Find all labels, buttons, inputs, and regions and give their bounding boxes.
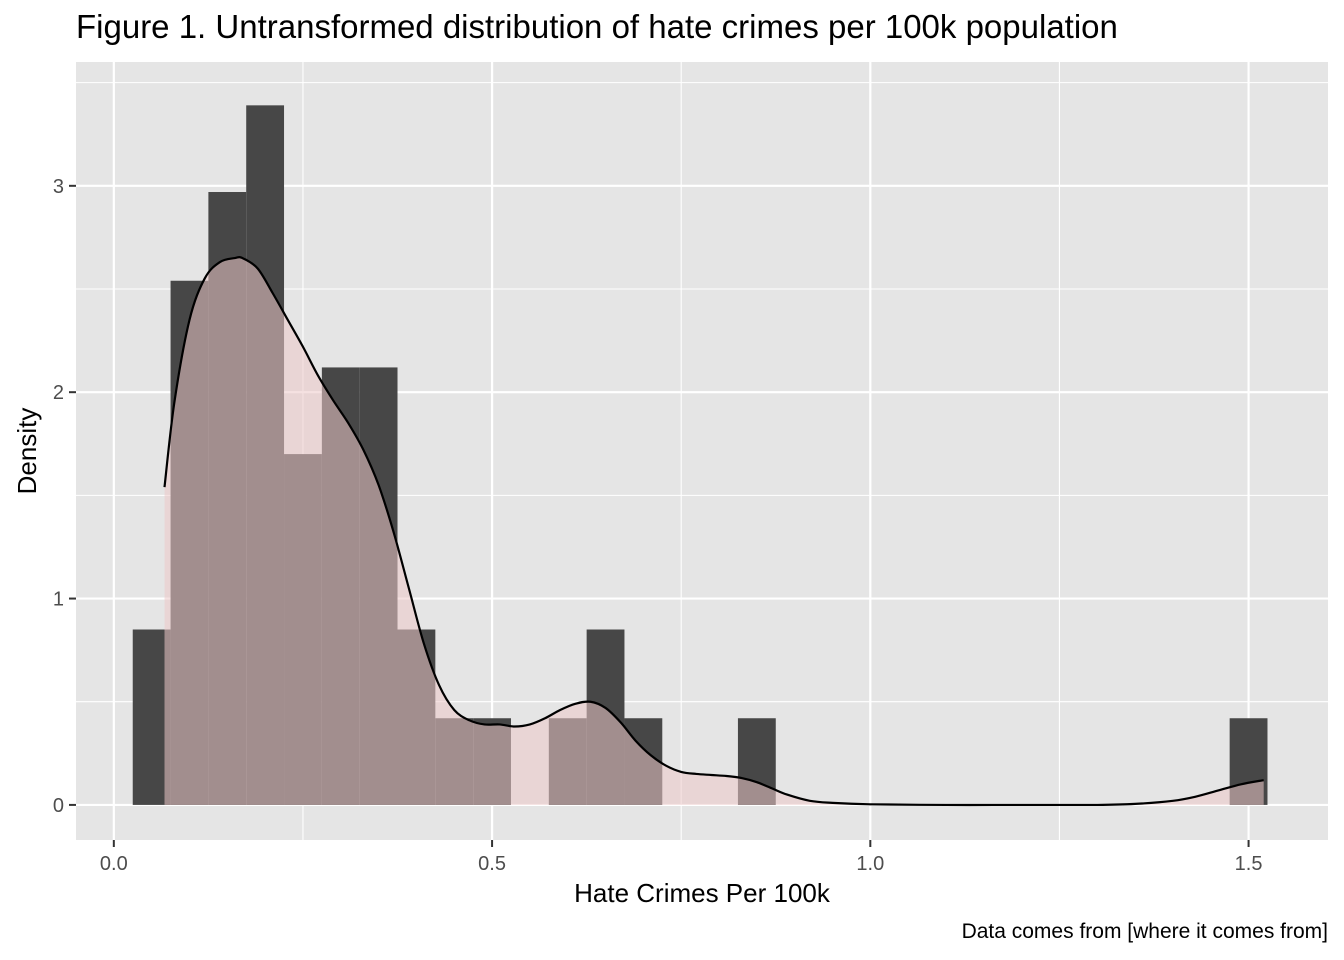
y-tick-label: 1: [53, 589, 64, 611]
histogram-bar: [132, 629, 171, 805]
y-axis-title: Density: [12, 408, 42, 495]
x-axis-title: Hate Crimes Per 100k: [574, 878, 831, 908]
y-tick-label: 2: [53, 382, 64, 404]
x-tick-label: 1.5: [1235, 853, 1263, 875]
y-axis: 0 1 2 3: [53, 176, 76, 817]
y-tick-label: 3: [53, 176, 64, 198]
density-line: [163, 256, 1264, 807]
x-tick-label: 1.0: [856, 853, 884, 875]
y-tick-label: 0: [53, 795, 64, 817]
x-tick-label: 0.5: [478, 853, 506, 875]
x-axis: 0.0 0.5 1.0 1.5: [100, 840, 1263, 875]
x-tick-label: 0.0: [100, 853, 128, 875]
chart-title: Figure 1. Untransformed distribution of …: [76, 8, 1118, 45]
density-area: [164, 257, 1264, 805]
chart-caption: Data comes from [where it comes from]: [961, 920, 1328, 943]
